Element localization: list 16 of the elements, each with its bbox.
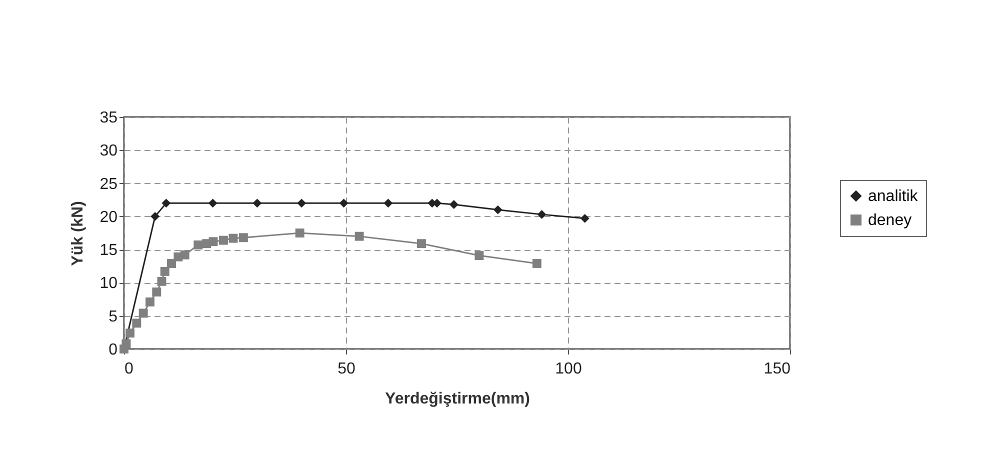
y-axis-title: Yük (kN)	[70, 201, 87, 266]
y-tick-label: 15	[100, 242, 118, 260]
y-tick-label: 0	[108, 342, 118, 358]
y-tick-label: 10	[100, 275, 118, 292]
x-axis-title: Yerdeğiştirme(mm)	[385, 390, 530, 408]
y-tick-label: 30	[100, 142, 118, 160]
legend-label: deney	[868, 212, 912, 229]
y-tick-label: 20	[100, 208, 118, 226]
x-tick-label: 100	[555, 360, 582, 378]
y-tick-label: 35	[100, 110, 118, 126]
x-tick-label: 0	[124, 360, 134, 378]
x-tick-label: 50	[338, 360, 356, 378]
x-tick-label: 150	[764, 360, 791, 378]
y-tick-label: 25	[100, 176, 118, 193]
y-tick-label: 5	[108, 308, 118, 326]
legend-label: analitik	[868, 188, 919, 205]
